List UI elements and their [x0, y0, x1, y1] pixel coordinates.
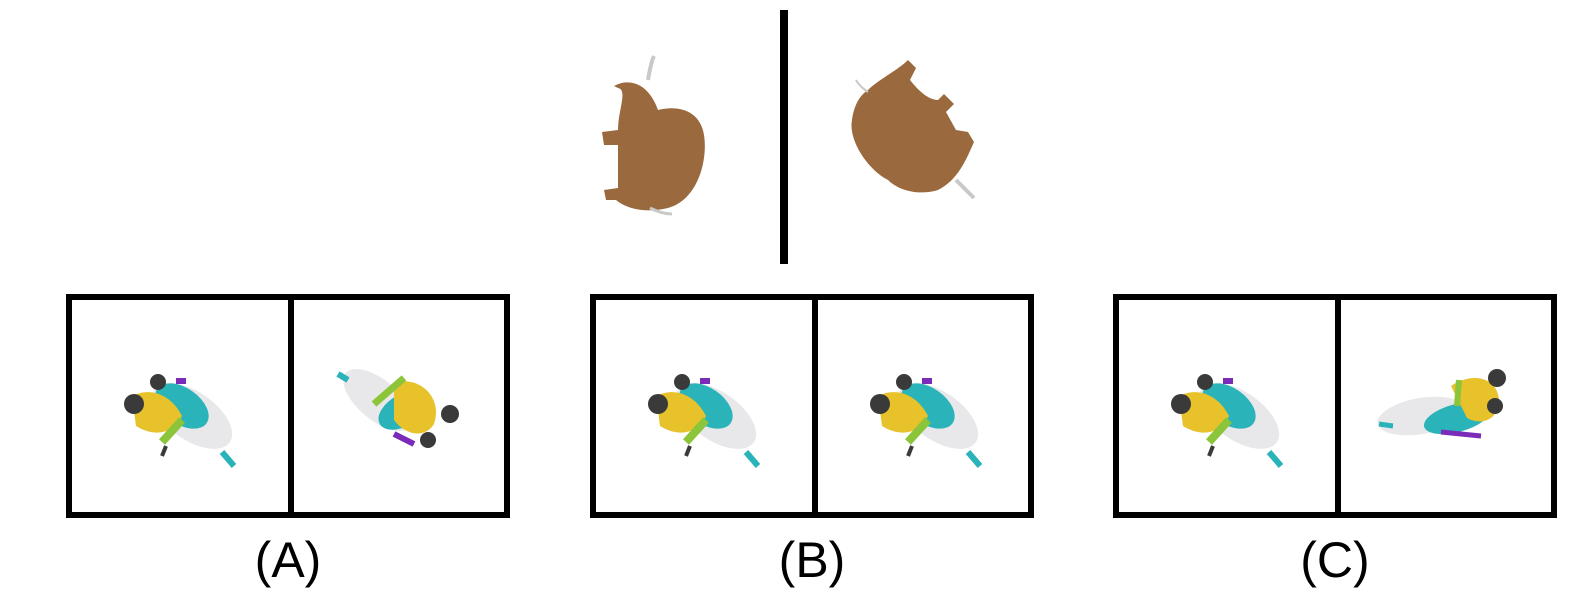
- reference-divider: [780, 10, 788, 264]
- option-a-left-view: [72, 300, 288, 512]
- option-panel-c[interactable]: [1113, 294, 1557, 518]
- option-a-right-view: [294, 300, 510, 512]
- reference-bison-left: [602, 55, 705, 216]
- robot-figure-icon: [1377, 369, 1506, 439]
- robot-figure-icon: [1171, 374, 1284, 468]
- robot-figure-icon: [870, 374, 983, 468]
- robot-figure-icon: [648, 374, 761, 468]
- panel-b-divider: [812, 300, 818, 512]
- option-label-c: (C): [1300, 532, 1370, 588]
- reference-bison-right: [851, 60, 976, 200]
- robot-figure-icon: [124, 374, 237, 468]
- robot-figure-icon: [336, 368, 459, 448]
- option-c-left-view: [1119, 300, 1335, 512]
- option-c-right-view: [1341, 300, 1557, 512]
- option-label-b: (B): [778, 532, 846, 588]
- option-label-a: (A): [254, 532, 322, 588]
- option-panel-a[interactable]: [66, 294, 510, 518]
- option-panel-b[interactable]: [590, 294, 1034, 518]
- option-b-right-view: [818, 300, 1034, 512]
- panel-a-divider: [288, 300, 294, 512]
- panel-c-divider: [1335, 300, 1341, 512]
- option-b-left-view: [596, 300, 812, 512]
